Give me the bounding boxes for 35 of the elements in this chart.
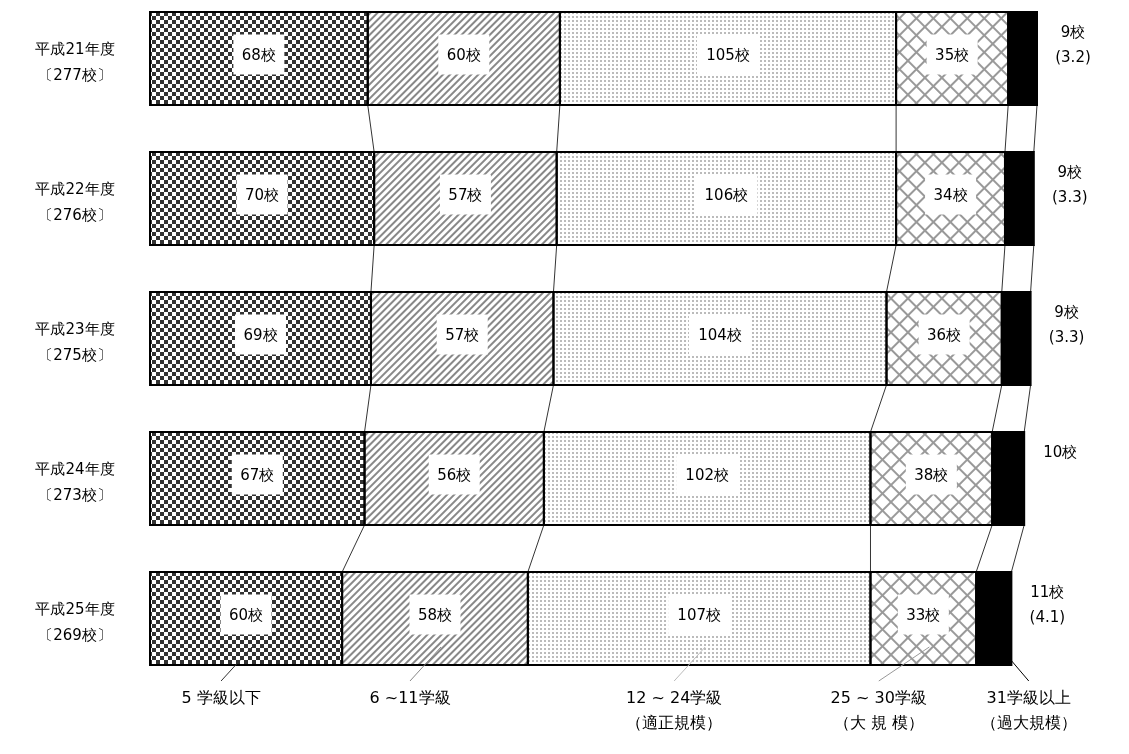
data-label: 60校 [446,45,481,64]
data-label: 68校 [241,45,276,64]
data-label: 57校 [445,325,480,344]
data-label: 60校 [229,605,264,624]
data-label: 33校 [906,605,941,624]
y-tick-label: 平成21年度〔277校〕 [35,39,115,84]
data-label: 35校 [935,45,970,64]
data-label: 104校 [698,325,742,344]
data-label: 107校 [677,605,721,624]
data-label: 67校 [240,465,275,484]
legend-label: 12 ~ 24学級（適正規模） [626,688,723,732]
data-label: 57校 [448,185,483,204]
data-label: 11校 (4.1) [1029,583,1066,626]
data-label: 106校 [704,185,749,204]
data-label: 58校 [417,605,453,624]
data-label: 9校 (3.3) [1052,163,1088,206]
legend-label: 6 ~11学級 [369,688,451,707]
legend-label: 5 学級以下 [181,688,261,707]
data-label: 70校 [245,185,280,204]
y-tick-label: 平成23年度〔275校〕 [35,319,115,364]
data-label: 69校 [243,325,278,344]
legend-label: 25 ~ 30学級（大 規 模） [830,688,927,732]
y-tick-label: 平成24年度〔273校〕 [35,459,115,504]
data-label: 9校 (3.2) [1055,23,1091,66]
y-tick-label: 平成22年度〔276校〕 [35,179,115,224]
data-label: 56校 [437,465,472,484]
y-tick-label: 平成25年度〔269校〕 [35,599,115,644]
data-label: 34校 [933,185,968,204]
data-label: 9校 (3.3) [1048,303,1085,346]
data-label: 10校 [1043,443,1078,461]
data-label: 38校 [914,465,949,484]
data-label: 102校 [685,465,729,484]
legend-label: 31学級以上（過大規模） [980,688,1077,732]
data-label: 36校 [927,325,962,344]
data-label: 105校 [706,45,750,64]
